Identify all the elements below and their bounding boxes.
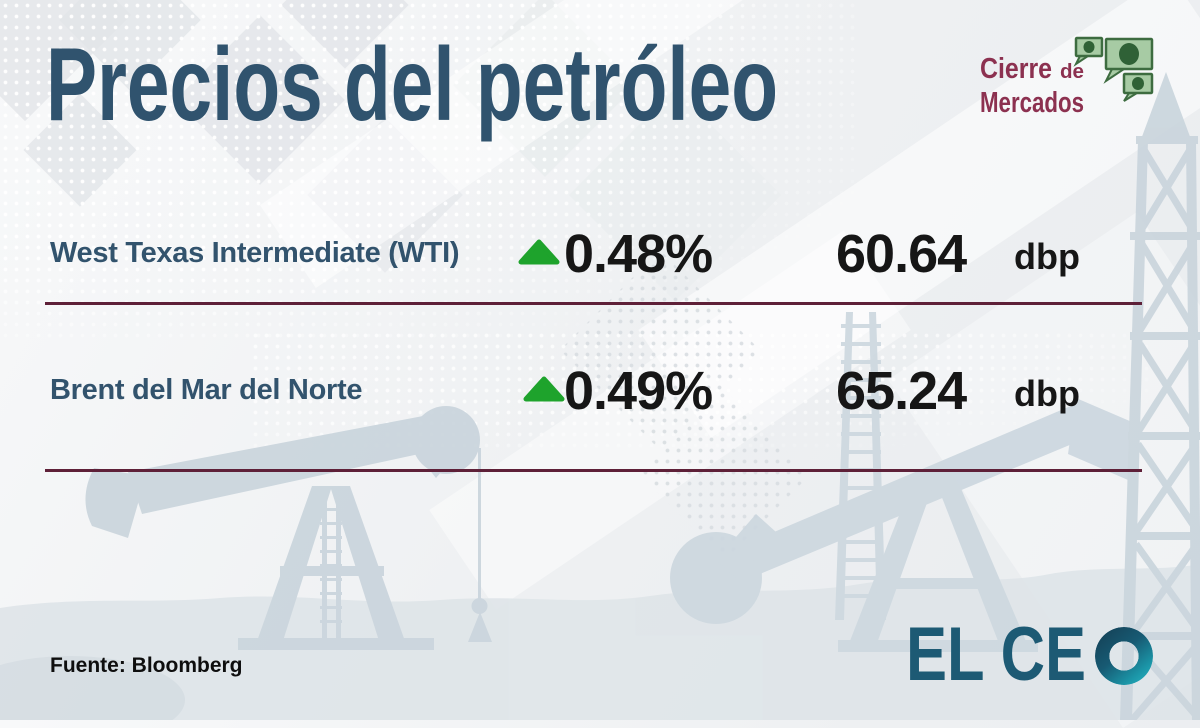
instrument-label: Brent del Mar del Norte xyxy=(50,374,363,406)
up-arrow-icon xyxy=(518,239,560,265)
money-bubble-small-icon xyxy=(1073,36,1104,67)
price-value: 65.24 xyxy=(836,361,967,421)
svg-text:EL CE: EL CE xyxy=(906,624,1086,686)
halftone-dots-pattern xyxy=(0,0,860,340)
up-arrow-icon xyxy=(523,376,565,402)
page-title: Precios del petróleo xyxy=(46,34,778,143)
change-percent: 0.48% xyxy=(564,224,713,284)
cierre-de-mercados-logo: Cierre de Mercados xyxy=(980,54,1084,119)
brand-word-mercados: Mercados xyxy=(980,87,1084,119)
el-ceo-logo: EL CE xyxy=(906,624,1153,686)
row-divider xyxy=(45,469,1142,472)
brand-word-de: de xyxy=(1060,61,1084,83)
derrick-ladder-silhouette xyxy=(835,312,886,620)
derrick-tower-silhouette xyxy=(1120,72,1200,720)
ground-silhouette xyxy=(0,564,1200,720)
change-percent: 0.49% xyxy=(564,361,713,421)
foreground-mound xyxy=(0,656,185,720)
price-value: 60.64 xyxy=(836,224,967,284)
money-speech-bubbles-icon xyxy=(1073,36,1154,102)
cable-and-weight-silhouette xyxy=(468,448,492,642)
brand-word-cierre: Cierre xyxy=(980,54,1052,85)
price-unit: dbp xyxy=(1014,373,1080,414)
instrument-label: West Texas Intermediate (WTI) xyxy=(50,237,460,269)
el-ceo-logo-text: EL CE xyxy=(906,624,1086,686)
row-divider xyxy=(45,302,1142,305)
money-bubble-small2-icon xyxy=(1122,72,1154,102)
money-bubble-large-icon xyxy=(1103,37,1154,84)
price-unit: dbp xyxy=(1014,236,1080,277)
pumpjack-center-silhouette xyxy=(670,398,1138,652)
page-title-text: Precios del petróleo xyxy=(46,34,778,143)
source-attribution: Fuente: Bloomberg xyxy=(50,654,243,677)
pumpjack-left-silhouette xyxy=(85,406,480,650)
letter-o-ring xyxy=(1095,626,1153,685)
